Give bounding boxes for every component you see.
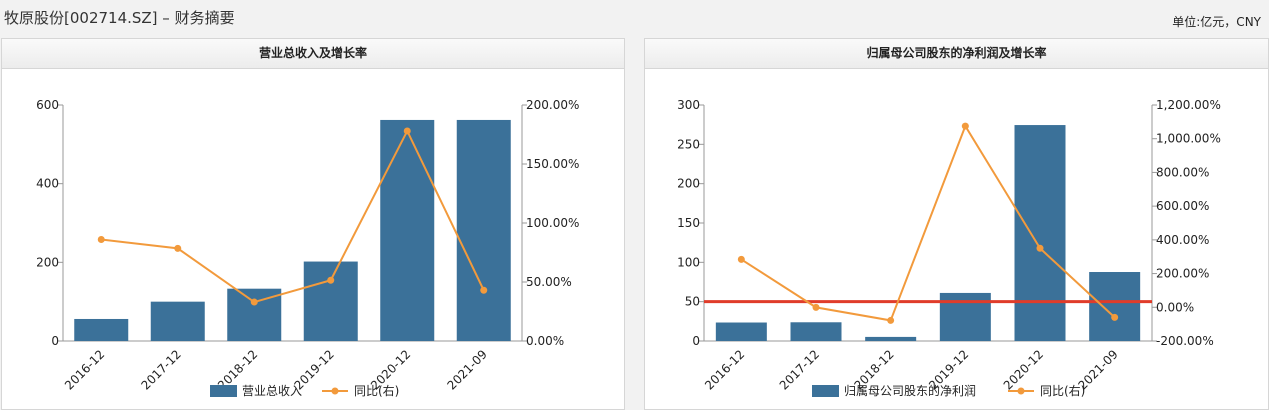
- growth-point: [327, 276, 335, 284]
- net-profit-chart-body: 0 50 100 150 200 250 300 -200.00% 0.00% 200.00% 40…: [645, 69, 1268, 410]
- growth-point: [1036, 244, 1044, 252]
- bar: [715, 322, 767, 341]
- bar: [1089, 272, 1141, 341]
- right-axis-tick-label: -200.00%: [1156, 334, 1214, 348]
- page-title: 牧原股份[002714.SZ] – 财务摘要: [4, 9, 235, 27]
- right-axis-tick-label: 400.00%: [1156, 233, 1209, 247]
- left-axis-tick-label: 50: [685, 295, 700, 309]
- growth-line: [101, 128, 485, 304]
- growth-point: [737, 255, 745, 263]
- right-axis-tick-label: 200.00%: [526, 98, 579, 112]
- revenue-chart-panel: 营业总收入及增长率 0 200 400 600 0.00% 50.00% 100.00% 15…: [1, 38, 625, 410]
- left-axis-tick-label: 300: [677, 98, 700, 112]
- legend-bar-label: 营业总收入: [242, 384, 302, 398]
- x-tick-label: 2017-12: [139, 347, 184, 392]
- growth-point: [812, 303, 820, 311]
- growth-point: [97, 236, 105, 244]
- left-axis-tick-label: 400: [36, 177, 59, 191]
- growth-point: [250, 298, 258, 306]
- bar: [790, 322, 842, 341]
- growth-point: [961, 122, 969, 130]
- revenue-chart-title: 营业总收入及增长率: [2, 39, 624, 69]
- legend-bar-label: 归属母公司股东的净利润: [844, 383, 976, 398]
- bar: [865, 336, 917, 341]
- net-profit-chart-svg: 0 50 100 150 200 250 300 -200.00% 0.00% 200.00% 40…: [677, 98, 1221, 398]
- bar: [1014, 125, 1066, 341]
- growth-point: [480, 286, 488, 294]
- net-profit-chart-panel: 归属母公司股东的净利润及增长率 0 50 100 150 200 250 300 -200.0…: [644, 38, 1269, 410]
- x-tick-label: 2016-12: [62, 347, 107, 392]
- right-axis-tick-label: 600.00%: [1156, 199, 1209, 213]
- growth-point: [403, 127, 411, 135]
- right-axis-tick-label: 800.00%: [1156, 165, 1209, 179]
- left-axis-tick-label: 0: [51, 334, 59, 348]
- growth-point: [887, 316, 895, 324]
- bar: [303, 261, 358, 341]
- growth-point: [1111, 313, 1119, 321]
- net-profit-chart-title: 归属母公司股东的净利润及增长率: [645, 39, 1268, 69]
- legend-line-marker: [331, 387, 339, 395]
- x-tick-label: 2021-09: [445, 347, 490, 392]
- x-tick-label: 2016-12: [702, 347, 747, 392]
- left-axis-tick-label: 200: [677, 177, 700, 191]
- left-axis-tick-label: 200: [36, 255, 59, 269]
- right-axis-tick-label: 1,200.00%: [1156, 98, 1221, 112]
- legend-line-label: 同比(右): [354, 383, 399, 398]
- bar: [380, 119, 435, 341]
- bar: [74, 318, 129, 341]
- legend-line-label: 同比(右): [1040, 383, 1085, 398]
- left-axis-tick-label: 100: [677, 255, 700, 269]
- left-axis-tick-label: 150: [677, 216, 700, 230]
- bar: [939, 292, 991, 341]
- growth-line: [740, 123, 1116, 322]
- right-axis-tick-label: 0.00%: [526, 334, 564, 348]
- right-axis-tick-label: 150.00%: [526, 157, 579, 171]
- bar: [456, 119, 511, 341]
- left-axis-tick-label: 0: [692, 334, 700, 348]
- left-axis-tick-label: 250: [677, 137, 700, 151]
- bar: [150, 301, 205, 341]
- unit-label: 单位:亿元，CNY: [1172, 15, 1261, 29]
- legend-line-marker: [1017, 387, 1025, 395]
- right-axis-tick-label: 50.00%: [526, 275, 572, 289]
- revenue-chart-svg: 0 200 400 600 0.00% 50.00% 100.00% 150.00% 200.0…: [36, 98, 579, 398]
- right-axis-tick-label: 0.00%: [1156, 300, 1194, 314]
- left-axis-tick-label: 600: [36, 98, 59, 112]
- legend-bar-swatch: [210, 385, 237, 397]
- growth-point: [174, 244, 182, 252]
- right-axis-tick-label: 100.00%: [526, 216, 579, 230]
- right-axis-tick-label: 1,000.00%: [1156, 132, 1221, 146]
- legend-bar-swatch: [812, 385, 839, 397]
- revenue-chart-body: 0 200 400 600 0.00% 50.00% 100.00% 150.00% 200.0…: [2, 69, 624, 410]
- right-axis-tick-label: 200.00%: [1156, 267, 1209, 281]
